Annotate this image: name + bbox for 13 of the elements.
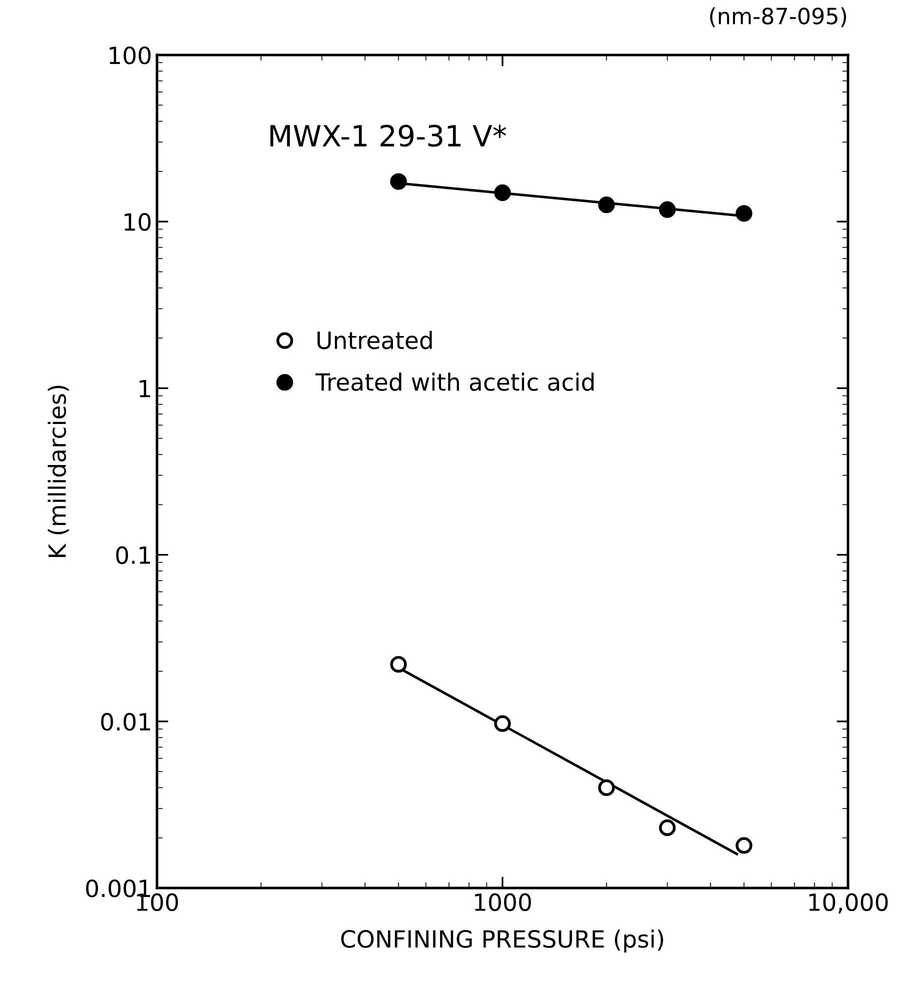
y-tick-label: 1: [140, 380, 150, 398]
y-tick-label: 0.01: [101, 712, 150, 731]
annotation: MWX-1 29-31 V*: [270, 124, 506, 147]
legend-label: Treated with acetic acid: [315, 372, 594, 391]
legend-label: Untreated: [318, 330, 432, 350]
x-tick-label: 1000: [475, 893, 531, 912]
y-tick-label: 10: [124, 213, 151, 231]
y-tick-label: 0.1: [116, 546, 150, 564]
y-axis-title: K (millidarcies): [48, 386, 69, 558]
text: (nm-87-095): [710, 7, 846, 28]
y-tick-label: 100: [110, 46, 151, 64]
x-axis-title: CONFINING PRESSURE (psi): [341, 930, 664, 952]
x-tick-label: 10,000: [809, 893, 888, 914]
